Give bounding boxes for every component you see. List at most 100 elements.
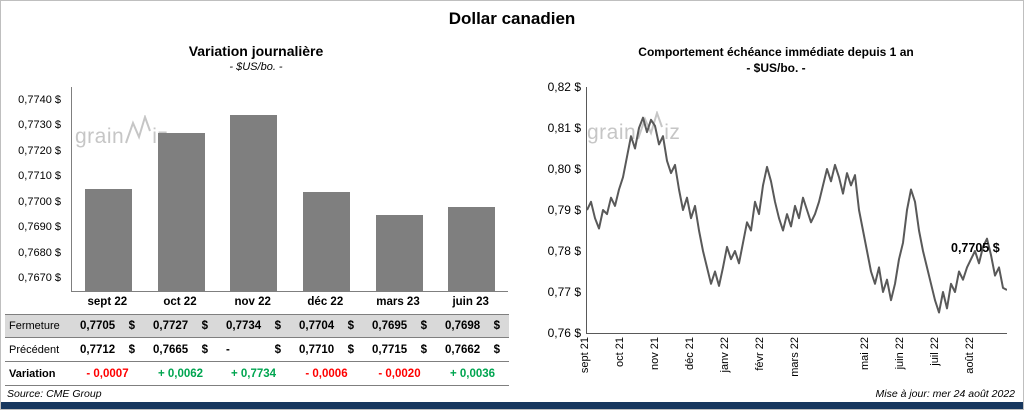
line-y-tick-label: 0,81 $ [547,121,581,135]
cell-unit: $ [128,343,135,356]
line-y-tick-label: 0,82 $ [547,80,581,94]
table-cell: - 0,0006 [290,368,363,380]
bar-slot [363,87,436,291]
row-header: Variation [9,367,56,380]
line-chart-subtitle: - $US/bo. - [746,61,806,75]
bar-x-tick-label: juin 23 [452,296,489,308]
line-x-tick-label: déc 21 [684,337,696,371]
cell-value: 0,7734 [226,320,262,332]
table-cell: 0,7734 $ [217,320,290,332]
row-header: Précédent [9,343,60,356]
cell-value: - 0,0006 [305,367,348,380]
table-cell: 0,7715 $ [363,344,436,356]
cell-value: + 0,7734 [230,367,277,380]
source-note: Source: CME Group [7,388,102,400]
table-cell: 0,7695 $ [363,320,436,332]
cell-value: 0,7727 [153,320,189,332]
bar-x-tick-label: sept 22 [87,296,128,308]
bar-y-tick-label: 0,7700 $ [18,195,61,208]
cell-value: - 0,0007 [86,367,129,380]
watermark-squiggle-icon [637,111,664,140]
cell-unit: $ [420,320,427,332]
cell-unit: $ [201,343,208,356]
bar-slot [72,87,145,291]
price-line [587,116,1007,314]
line-chart-title: Comportement échéance immédiate depuis 1… [638,45,914,59]
cell-value: - 0,0020 [378,367,421,380]
watermark-text-left: grain [75,125,125,148]
line-y-tick-label: 0,78 $ [547,244,581,258]
cell-value: + 0,0062 [157,367,204,380]
table-cell: 0,7698 $ [436,320,509,332]
last-price-annotation: 0,7705 $ [951,241,1000,255]
line-x-tick-label: août 22 [964,337,976,374]
line-x-tick-label: mars 22 [789,337,801,377]
table-cell: + 0,0062 [144,368,217,380]
cell-value: 0,7698 [445,320,481,332]
table-cell: + 0,0036 [436,368,509,380]
line-chart-y-axis: 0,82 $ 0,81 $ 0,80 $ 0,79 $ 0,78 $ 0,77 $ 0,76… [535,80,581,340]
table-cell: 0,7710 $ [290,344,363,356]
table-cell: 0,7662 $ [436,344,509,356]
table-cell: + 0,7734 [217,368,290,380]
table-cell: - 0,0007 [71,368,144,380]
bar-chart-y-axis: 0,7740 $ 0,7730 $ 0,7720 $ 0,7710 $ 0,7700 $… [5,87,65,291]
line-y-tick-label: 0,77 $ [547,285,581,299]
bar-chart-title: Variation journalière [188,43,324,59]
bar-y-tick-label: 0,7690 $ [18,221,61,234]
table-cell: - $ [217,344,290,356]
cell-value: 0,7695 [372,320,408,332]
table-cell: 0,7727 $ [144,320,217,332]
line-x-tick-label: oct 21 [613,337,626,367]
bar-nov 22 [230,115,278,291]
watermark-text-left: grain [587,121,637,144]
bar-chart-x-axis: sept 22 oct 22 nov 22 déc 22 mars 23 juin 23 [71,296,507,308]
line-x-tick-label: juil 22 [928,337,941,366]
bar-y-tick-label: 0,7730 $ [18,119,61,132]
bar-sept 22 [84,189,132,291]
cell-value: 0,7665 [153,343,189,356]
cell-unit: $ [274,320,281,332]
cell-value: - [226,343,230,356]
bar-x-tick-label: déc 22 [307,296,344,308]
cell-unit: $ [420,343,427,356]
line-y-tick-label: 0,76 $ [547,326,581,340]
cell-value: 0,7705 [80,320,116,332]
bar-slot [290,87,363,291]
bar-y-tick-label: 0,7710 $ [18,170,61,183]
bar-mars 23 [375,214,423,291]
bar-y-tick-label: 0,7720 $ [18,144,61,157]
table-cell: 0,7705 $ [71,320,144,332]
line-x-tick-label: janv 22 [718,337,731,373]
cell-value: 0,7704 [299,320,335,332]
cell-unit: $ [347,343,354,356]
bar-slot [435,87,508,291]
bar-x-tick-label: nov 22 [234,296,271,308]
table-row-fermeture: Fermeture 0,7705 $0,7727 $0,7734 $0,7704 $0,7… [5,314,509,338]
bar-x-tick-label: mars 23 [376,296,420,308]
bar-chart-plot [71,87,508,292]
bar-y-tick-label: 0,7670 $ [18,272,61,285]
cell-unit: $ [128,320,135,332]
bar-slot [145,87,218,291]
cell-unit: $ [201,320,208,332]
cell-unit: $ [347,320,354,332]
line-x-tick-label: sept 21 [579,337,591,374]
cell-value: 0,7710 [299,343,335,356]
bar-slot [217,87,290,291]
page-title: Dollar canadien [448,9,576,28]
table-cell: 0,7712 $ [71,344,144,356]
bar-y-tick-label: 0,7680 $ [18,246,61,259]
cell-unit: $ [493,343,500,356]
update-note: Mise à jour: mer 24 août 2022 [875,388,1016,400]
bar-x-tick-label: oct 22 [163,296,197,308]
line-x-tick-label: juin 22 [894,337,906,370]
line-chart-plot [586,87,1007,334]
bar-déc 22 [302,191,350,291]
cell-unit: $ [493,320,500,332]
values-table: Fermeture 0,7705 $0,7727 $0,7734 $0,7704 $0,7… [5,314,509,386]
table-cell: - 0,0020 [363,368,436,380]
cell-value: 0,7662 [445,343,481,356]
bar-juin 23 [448,206,496,291]
line-chart-x-axis: sept 21 oct 21 nov 21 déc 21 janv 22 févr 22 m… [579,337,1006,389]
